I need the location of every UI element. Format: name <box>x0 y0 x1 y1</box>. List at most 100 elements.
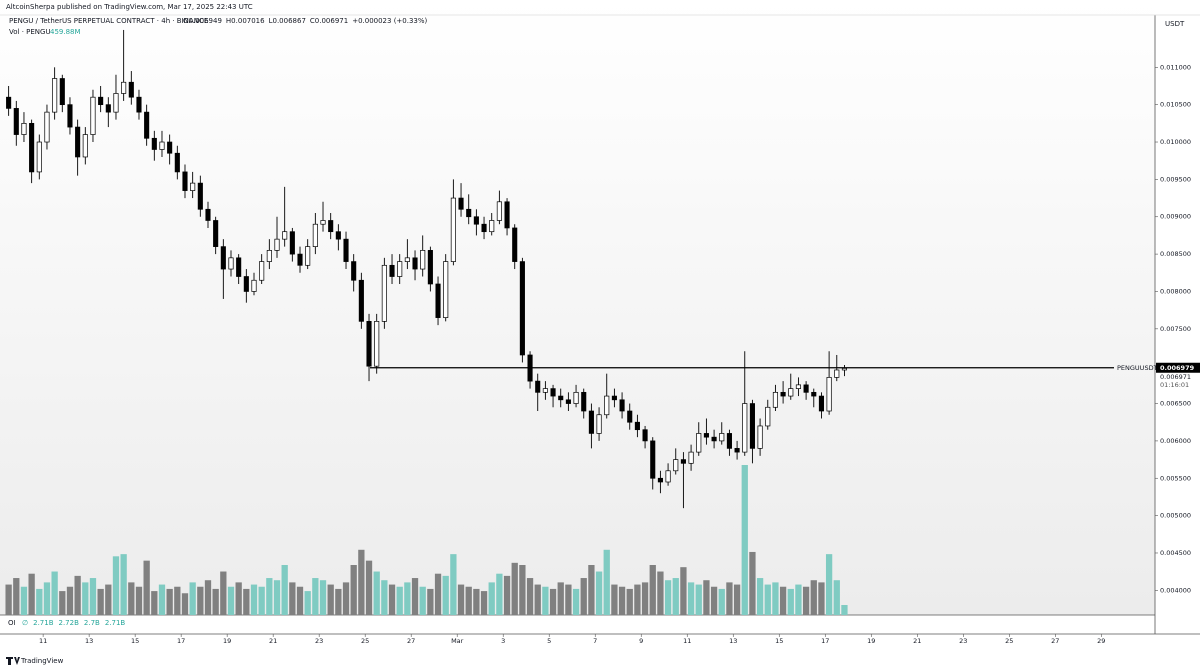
volume-bar <box>557 582 564 615</box>
volume-bar <box>135 586 143 615</box>
candle-body <box>36 141 42 173</box>
volume-bar <box>626 588 633 615</box>
volume-bar <box>312 578 319 615</box>
volume-bar <box>20 586 28 615</box>
volume-bar <box>595 571 603 615</box>
volume-bar <box>388 584 396 615</box>
x-tick-label: 7 <box>593 637 597 645</box>
volume-bar <box>189 582 196 615</box>
candle-body <box>427 250 433 285</box>
candle-body <box>297 253 303 266</box>
volume-bar <box>28 573 35 615</box>
candle-body <box>558 395 564 401</box>
volume-bar <box>151 591 158 615</box>
volume-bar <box>749 551 756 615</box>
horizontal-line-label: PENGUUSDT.P <box>1117 364 1163 372</box>
x-tick-label: 23 <box>315 637 323 645</box>
x-tick-label: 21 <box>913 637 921 645</box>
volume-bar <box>128 582 135 615</box>
volume-bar <box>97 588 104 615</box>
candle-body <box>213 220 219 247</box>
volume-bar <box>687 582 695 615</box>
candle-body <box>366 321 372 367</box>
volume-bar <box>350 565 357 615</box>
candle-body <box>803 384 809 393</box>
candle-body <box>642 429 648 442</box>
x-tick-label: 13 <box>729 637 737 645</box>
volume-bar <box>358 549 365 615</box>
volume-bar <box>243 588 250 615</box>
candle-body <box>435 283 441 318</box>
candle-body <box>535 380 541 393</box>
candle-body <box>328 220 334 233</box>
volume-bar <box>304 591 311 615</box>
volume-bar <box>59 591 66 615</box>
candle-body <box>228 257 234 270</box>
volume-bar <box>13 578 20 615</box>
volume-bar <box>580 578 587 615</box>
candle-body <box>811 391 817 397</box>
candle-body <box>381 264 387 322</box>
candle-body <box>466 208 472 218</box>
candle-body <box>734 448 740 453</box>
candle-body <box>412 257 418 270</box>
candle-body <box>351 261 357 281</box>
volume-bar <box>112 556 120 615</box>
volume-bar <box>618 586 626 615</box>
volume-bar <box>5 584 12 615</box>
candle-body <box>657 477 663 483</box>
candle-body <box>75 126 81 158</box>
candle-body <box>565 399 571 404</box>
volume-bar <box>411 578 419 615</box>
candle-body <box>320 220 326 225</box>
volume-bar <box>649 565 656 615</box>
candle-body <box>519 261 525 356</box>
symbol-title: PENGU / TetherUS PERPETUAL CONTRACT · 4h… <box>9 17 208 25</box>
volume-bar <box>680 567 687 615</box>
candle-body <box>136 96 142 113</box>
candle-body <box>243 276 249 292</box>
volume-bar <box>419 586 426 615</box>
volume-bar <box>266 578 273 615</box>
volume-bar <box>565 584 572 615</box>
volume-bar <box>105 584 112 615</box>
volume-bar <box>480 591 488 615</box>
volume-bar <box>526 578 534 615</box>
oi-value: ∅ <box>22 619 28 627</box>
candle-body <box>703 433 709 438</box>
volume-bar <box>787 588 794 615</box>
candle-body <box>251 279 257 292</box>
candle-body <box>780 391 786 397</box>
candle-body <box>404 257 410 262</box>
candle-body <box>174 152 180 173</box>
volume-bar <box>227 586 235 615</box>
volume-bar <box>174 586 181 615</box>
x-tick-label: 3 <box>501 637 505 645</box>
candle-body <box>573 391 579 404</box>
candle-body <box>335 231 341 240</box>
candle-body <box>772 391 778 408</box>
volume-bar <box>511 562 518 615</box>
oi-value: 2.7B <box>84 619 100 627</box>
candle-body <box>680 459 686 464</box>
y-tick-label: 0.008000 <box>1160 287 1191 295</box>
candle-body <box>358 279 364 322</box>
volume-bar <box>373 571 380 615</box>
volume-bar <box>43 582 51 615</box>
y-tick-label: 0.005000 <box>1160 512 1191 520</box>
volume-bar <box>572 588 580 615</box>
volume-bar <box>143 560 150 615</box>
y-tick-label: 0.004000 <box>1160 586 1191 594</box>
y-tick-label: 0.010500 <box>1160 101 1191 109</box>
candle-body <box>512 227 518 262</box>
candle-body <box>688 451 694 464</box>
candle-body <box>665 470 671 483</box>
candle-body <box>711 436 717 442</box>
volume-bar <box>396 586 403 615</box>
y-tick-label: 0.009500 <box>1160 175 1191 183</box>
candle-body <box>673 459 679 472</box>
candle-body <box>59 78 65 106</box>
candle-body <box>788 388 794 397</box>
candle-body <box>596 414 602 434</box>
volume-bar <box>726 582 733 615</box>
